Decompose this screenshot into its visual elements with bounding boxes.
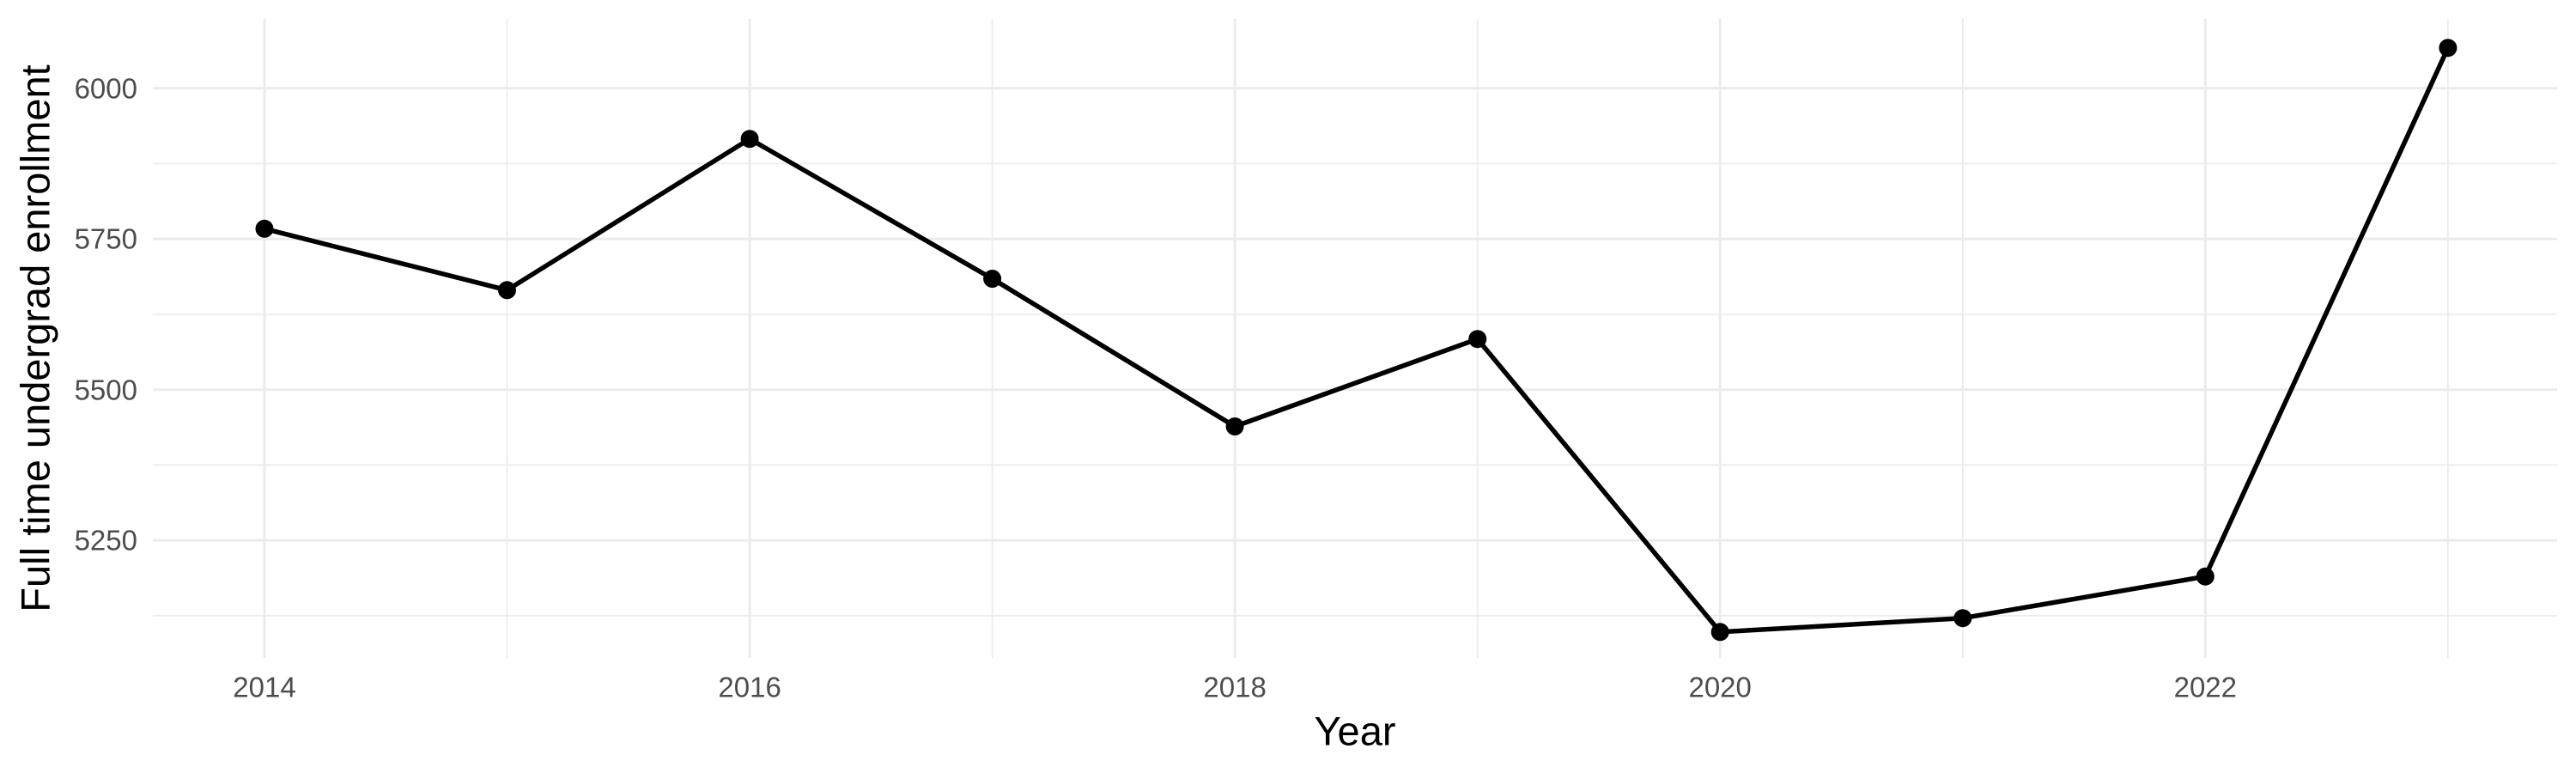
enrollment-line: [262, 45, 2451, 635]
gridlines-minor: [153, 19, 2557, 658]
y-tick-label-5500: 5500: [74, 374, 137, 406]
x-tick-label-2014: 2014: [233, 671, 296, 703]
x-tick-label-2020: 2020: [1688, 671, 1752, 703]
y-tick-label-5750: 5750: [74, 222, 137, 255]
gridlines-major: [153, 19, 2557, 658]
x-tick-label-2022: 2022: [2173, 671, 2238, 703]
y-axis-title: Full time undergrad enrollment: [12, 64, 58, 612]
enrollment-points: [255, 39, 2458, 642]
x-tick-label-2016: 2016: [718, 671, 781, 703]
x-tick-label-2018: 2018: [1203, 671, 1267, 703]
y-tick-label-6000: 6000: [74, 72, 137, 105]
x-axis-title: Year: [1314, 708, 1396, 754]
y-tick-label-5250: 5250: [74, 524, 137, 557]
